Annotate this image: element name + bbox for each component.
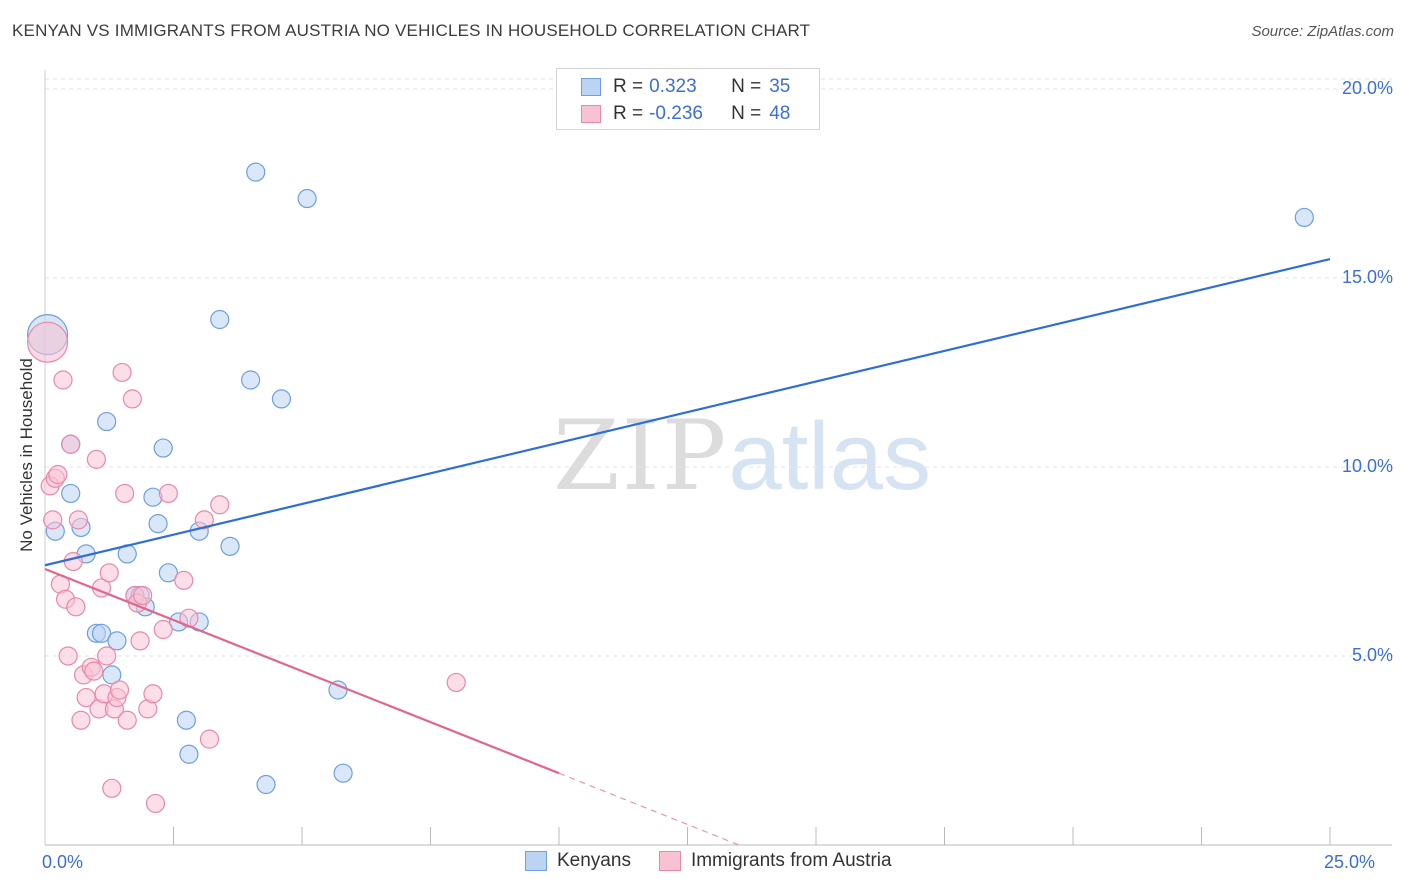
austria-point — [199, 729, 220, 749]
r-value: 0.323 — [649, 76, 697, 97]
kenyans-point — [256, 774, 276, 795]
x-tick-label-max: 25.0% — [1324, 852, 1376, 872]
kenyans-point — [91, 623, 112, 643]
austria-point — [63, 551, 83, 572]
watermark-zip: ZIP — [553, 400, 729, 512]
kenyans-point — [271, 389, 292, 409]
kenyans-point — [1294, 207, 1314, 228]
n-value: 48 — [769, 103, 791, 124]
austria-legend-swatch — [658, 851, 681, 871]
austria-point — [143, 684, 163, 704]
kenyans-point — [61, 483, 81, 504]
legend-label-kenyans: Kenyans — [557, 850, 631, 871]
austria-point — [117, 710, 137, 730]
n-label: N = — [731, 76, 762, 97]
legend-label-austria: Immigrants from Austria — [690, 850, 892, 871]
austria-point — [58, 646, 78, 666]
austria-point — [76, 687, 96, 708]
legend-row-kenyans: R = 0.323 N = 35 — [581, 76, 790, 98]
kenyans-point — [176, 710, 196, 730]
n-value: 35 — [769, 76, 791, 97]
austria-point — [145, 793, 166, 814]
r-value: -0.236 — [649, 103, 703, 124]
kenyans-point — [153, 438, 173, 458]
chart-title: KENYAN VS IMMIGRANTS FROM AUSTRIA NO VEH… — [12, 21, 811, 40]
austria-point — [174, 570, 194, 590]
y-tick-label: 15.0% — [1341, 266, 1393, 287]
series-legend: Kenyans Immigrants from Austria — [525, 850, 920, 872]
kenyans-point — [297, 188, 317, 209]
kenyans-legend-swatch — [525, 851, 547, 871]
kenyans-point — [148, 514, 168, 534]
austria-point — [122, 389, 142, 409]
y-tick-label: 5.0% — [1351, 644, 1393, 665]
austria-point — [71, 710, 91, 730]
austria-point — [102, 778, 122, 798]
kenyans-point — [220, 536, 240, 556]
austria-point — [61, 434, 81, 454]
kenyans-swatch — [581, 78, 601, 96]
x-tick-label-min: 0.0% — [42, 852, 84, 872]
austria-swatch — [581, 105, 601, 123]
kenyans-point — [107, 631, 127, 651]
austria-point — [115, 483, 135, 504]
austria-point — [68, 510, 89, 530]
legend-row-austria: R = -0.236 N = 48 — [581, 103, 790, 125]
austria-point — [26, 321, 69, 363]
austria-point — [109, 680, 130, 700]
austria-point — [446, 672, 466, 693]
watermark: ZIPatlas — [553, 400, 931, 512]
austria-point — [66, 597, 86, 617]
y-tick-label: 10.0% — [1341, 455, 1393, 476]
austria-point — [48, 464, 68, 485]
austria-point — [130, 631, 150, 651]
r-label: R = — [613, 76, 644, 97]
correlation-legend: R = 0.323 N = 35 R = -0.236 N = 48 — [556, 68, 820, 130]
kenyans-point — [179, 744, 199, 764]
watermark-atlas: atlas — [728, 403, 931, 510]
austria-point — [153, 619, 173, 640]
austria-point — [53, 370, 73, 390]
austria-point — [99, 563, 119, 583]
source-note: Source: ZipAtlas.com — [1251, 23, 1394, 40]
trend-line-austria-extension — [558, 772, 740, 846]
austria-point — [84, 661, 104, 681]
kenyans-point — [246, 162, 266, 182]
kenyans-point — [158, 563, 178, 583]
austria-point — [194, 510, 214, 530]
legend-item-austria: Immigrants from Austria — [658, 850, 892, 872]
austria-point — [86, 449, 107, 469]
austria-point — [97, 646, 117, 666]
austria-point — [158, 483, 178, 504]
kenyans-point — [210, 309, 230, 330]
kenyans-point — [333, 763, 353, 783]
y-tick-label: 20.0% — [1341, 77, 1393, 98]
r-label: R = — [613, 103, 644, 124]
trend-line-kenyans — [44, 257, 1331, 567]
kenyans-point — [102, 665, 122, 685]
trend-line-austria — [44, 568, 560, 775]
austria-point — [210, 495, 230, 515]
austria-point — [43, 510, 63, 530]
austria-point — [133, 585, 153, 606]
austria-point — [112, 362, 132, 383]
kenyans-point — [241, 370, 261, 390]
kenyans-point — [97, 411, 117, 432]
legend-item-kenyans: Kenyans — [525, 850, 631, 872]
n-label: N = — [731, 103, 762, 124]
